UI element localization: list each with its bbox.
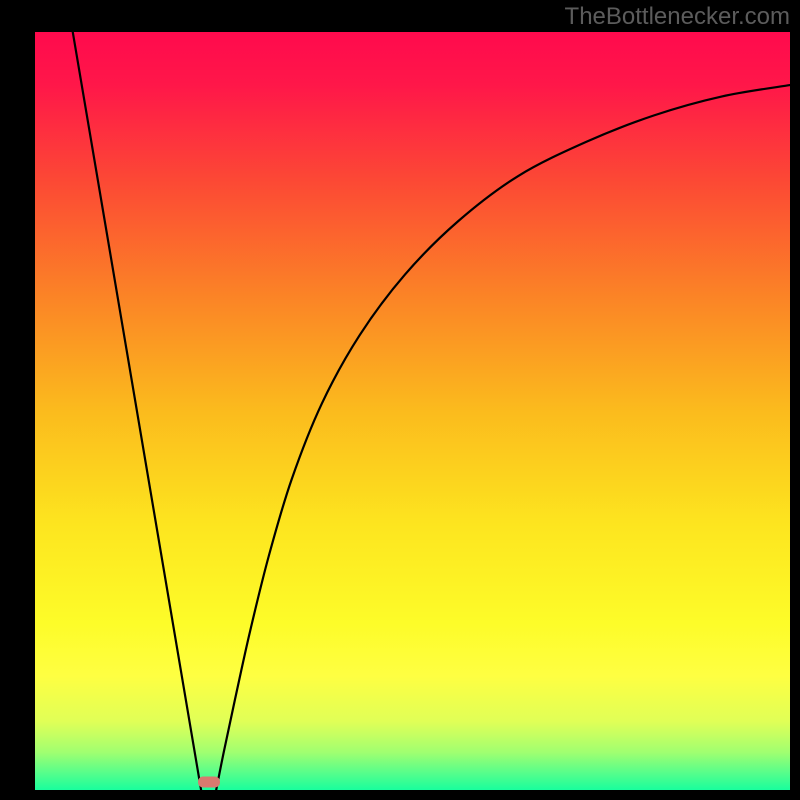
watermark-text: TheBottlenecker.com [565,3,790,31]
bottleneck-curve [73,32,790,790]
curve-layer [0,0,800,800]
min-point-marker [198,777,220,788]
chart-container: TheBottlenecker.com [0,0,800,800]
